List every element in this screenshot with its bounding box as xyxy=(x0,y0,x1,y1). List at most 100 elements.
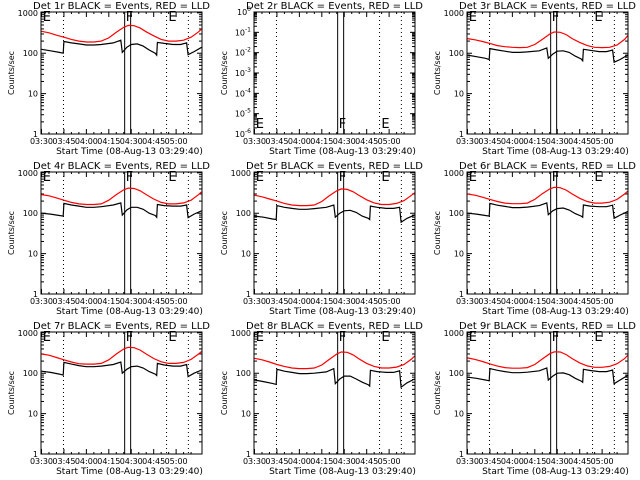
lld-series-line xyxy=(467,186,629,205)
x-tick-label: 04:30 xyxy=(546,137,569,146)
marker-label-f: F xyxy=(552,170,559,185)
y-axis-label: Counts/sec xyxy=(7,211,16,255)
y-tick-label: 1 xyxy=(246,290,251,299)
events-series-line xyxy=(467,367,628,385)
panel-7: Det 7r BLACK = Events, RED = LLD 1 10 100 10… xyxy=(7,321,210,477)
panel-title: Det 5r BLACK = Events, RED = LLD xyxy=(246,161,423,172)
x-tick-label: 04:00 xyxy=(288,297,311,306)
x-tick-label: 05:00 xyxy=(378,297,401,306)
y-tick-label: 1000 xyxy=(231,169,251,178)
x-tick-label: 03:30 xyxy=(243,137,266,146)
plot-frame xyxy=(466,171,629,295)
x-tick-label: 04:00 xyxy=(501,137,524,146)
panel-5: Det 5r BLACK = Events, RED = LLD 1 10 100 10… xyxy=(220,161,423,317)
y-tick-label: 1000 xyxy=(444,329,464,338)
plot-frame xyxy=(40,331,203,455)
marker-label-f: F xyxy=(339,330,346,345)
events-series-line xyxy=(254,204,415,224)
x-tick-label: 03:45 xyxy=(478,457,501,466)
x-tick-label: 04:00 xyxy=(75,457,98,466)
y-axis-label: Counts/sec xyxy=(7,51,16,95)
events-series-line xyxy=(254,367,415,389)
x-tick-label: 04:15 xyxy=(310,297,333,306)
y-tick-label: 1000 xyxy=(18,329,38,338)
x-tick-label: 03:30 xyxy=(243,457,266,466)
x-tick-label: 03:45 xyxy=(478,137,501,146)
x-tick-label: 05:00 xyxy=(165,297,188,306)
x-tick-label: 04:15 xyxy=(310,457,333,466)
x-tick-label: 04:15 xyxy=(523,297,546,306)
marker-label-e: E xyxy=(256,170,264,185)
y-tick-label: 1 xyxy=(459,450,464,459)
x-tick-label: 05:00 xyxy=(165,137,188,146)
x-tick-label: 03:45 xyxy=(265,137,288,146)
x-tick-label: 03:45 xyxy=(478,297,501,306)
panel-8: Det 8r BLACK = Events, RED = LLD 1 10 100 10… xyxy=(220,321,423,477)
x-tick-label: 05:00 xyxy=(591,297,614,306)
x-tick-label: 03:30 xyxy=(456,297,479,306)
y-tick-label: 1 xyxy=(246,450,251,459)
y-tick-label: 1000 xyxy=(444,9,464,18)
x-tick-label: 03:45 xyxy=(52,457,75,466)
marker-label-f: F xyxy=(552,330,559,345)
plot-frame xyxy=(466,11,629,135)
marker-label-f: F xyxy=(126,10,133,25)
y-tick-label: 1 xyxy=(459,290,464,299)
x-tick-label: 03:45 xyxy=(52,297,75,306)
panel-title: Det 8r BLACK = Events, RED = LLD xyxy=(246,321,423,332)
y-tick-label: 100 xyxy=(23,49,38,58)
y-axis-label: Counts/sec xyxy=(220,211,229,255)
y-tick-label: 1000 xyxy=(231,329,251,338)
x-tick-label: 04:30 xyxy=(333,137,356,146)
x-tick-label: 04:30 xyxy=(546,457,569,466)
marker-label-e: E xyxy=(168,10,176,25)
x-tick-label: 03:45 xyxy=(265,297,288,306)
y-tick-label: 1000 xyxy=(18,9,38,18)
y-tick-label: 100 xyxy=(237,6,251,17)
marker-label-f: F xyxy=(126,170,133,185)
y-tick-label: 100 xyxy=(236,369,251,378)
y-tick-label: 10 xyxy=(28,90,38,99)
lld-series-line xyxy=(41,24,203,43)
x-tick-label: 04:30 xyxy=(120,137,143,146)
marker-label-e: E xyxy=(469,330,477,345)
panel-title: Det 4r BLACK = Events, RED = LLD xyxy=(33,161,210,172)
x-tick-label: 04:15 xyxy=(523,137,546,146)
panel-3: Det 3r BLACK = Events, RED = LLD 1 10 100 10… xyxy=(433,1,636,157)
x-axis-label: Start Time (08-Aug-13 03:29:40) xyxy=(269,307,416,317)
x-tick-label: 05:00 xyxy=(378,457,401,466)
x-tick-label: 04:45 xyxy=(568,297,591,306)
x-tick-label: 04:00 xyxy=(501,297,524,306)
events-series-line xyxy=(467,202,628,220)
x-tick-label: 04:15 xyxy=(97,137,120,146)
x-tick-label: 04:15 xyxy=(310,137,333,146)
marker-label-e: E xyxy=(43,10,51,25)
marker-label-e: E xyxy=(594,10,602,25)
y-tick-label: 10 xyxy=(28,410,38,419)
y-tick-label: 10-3 xyxy=(235,67,251,78)
x-tick-label: 03:30 xyxy=(456,457,479,466)
marker-label-e: E xyxy=(594,330,602,345)
x-tick-label: 04:45 xyxy=(142,457,165,466)
x-axis-label: Start Time (08-Aug-13 03:29:40) xyxy=(482,307,629,317)
y-axis-label: Counts/sec xyxy=(433,371,442,415)
x-tick-label: 03:30 xyxy=(30,297,53,306)
x-tick-label: 04:30 xyxy=(120,297,143,306)
events-series-line xyxy=(467,47,628,64)
lld-series-line xyxy=(41,187,203,206)
x-tick-label: 05:00 xyxy=(591,457,614,466)
x-tick-label: 05:00 xyxy=(165,457,188,466)
marker-label-e: E xyxy=(43,170,51,185)
x-tick-label: 04:30 xyxy=(333,457,356,466)
y-tick-label: 100 xyxy=(23,369,38,378)
x-axis-label: Start Time (08-Aug-13 03:29:40) xyxy=(269,147,416,157)
y-tick-label: 100 xyxy=(449,49,464,58)
x-tick-label: 03:30 xyxy=(456,137,479,146)
y-axis-label: Counts/sec xyxy=(433,51,442,95)
lld-series-line xyxy=(467,351,629,369)
plot-frame xyxy=(40,11,203,135)
y-tick-label: 1 xyxy=(459,130,464,139)
x-tick-label: 04:45 xyxy=(568,137,591,146)
